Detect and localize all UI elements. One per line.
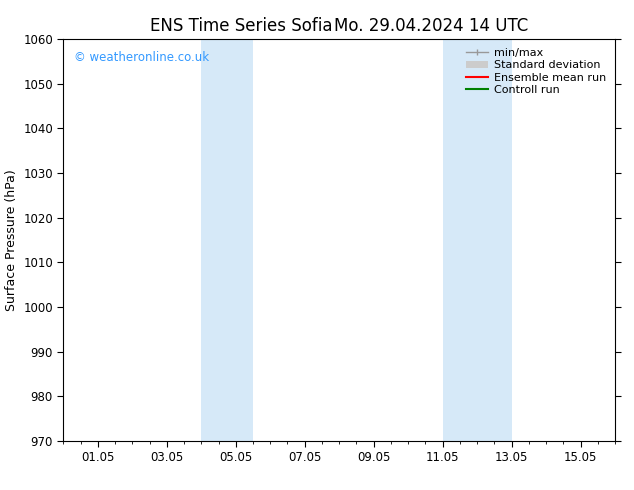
Text: Mo. 29.04.2024 14 UTC: Mo. 29.04.2024 14 UTC: [334, 17, 528, 35]
Y-axis label: Surface Pressure (hPa): Surface Pressure (hPa): [4, 169, 18, 311]
Legend: min/max, Standard deviation, Ensemble mean run, Controll run: min/max, Standard deviation, Ensemble me…: [463, 45, 609, 98]
Text: ENS Time Series Sofia: ENS Time Series Sofia: [150, 17, 332, 35]
Bar: [443, 39, 512, 441]
Bar: [202, 39, 253, 441]
Text: © weatheronline.co.uk: © weatheronline.co.uk: [74, 51, 210, 64]
